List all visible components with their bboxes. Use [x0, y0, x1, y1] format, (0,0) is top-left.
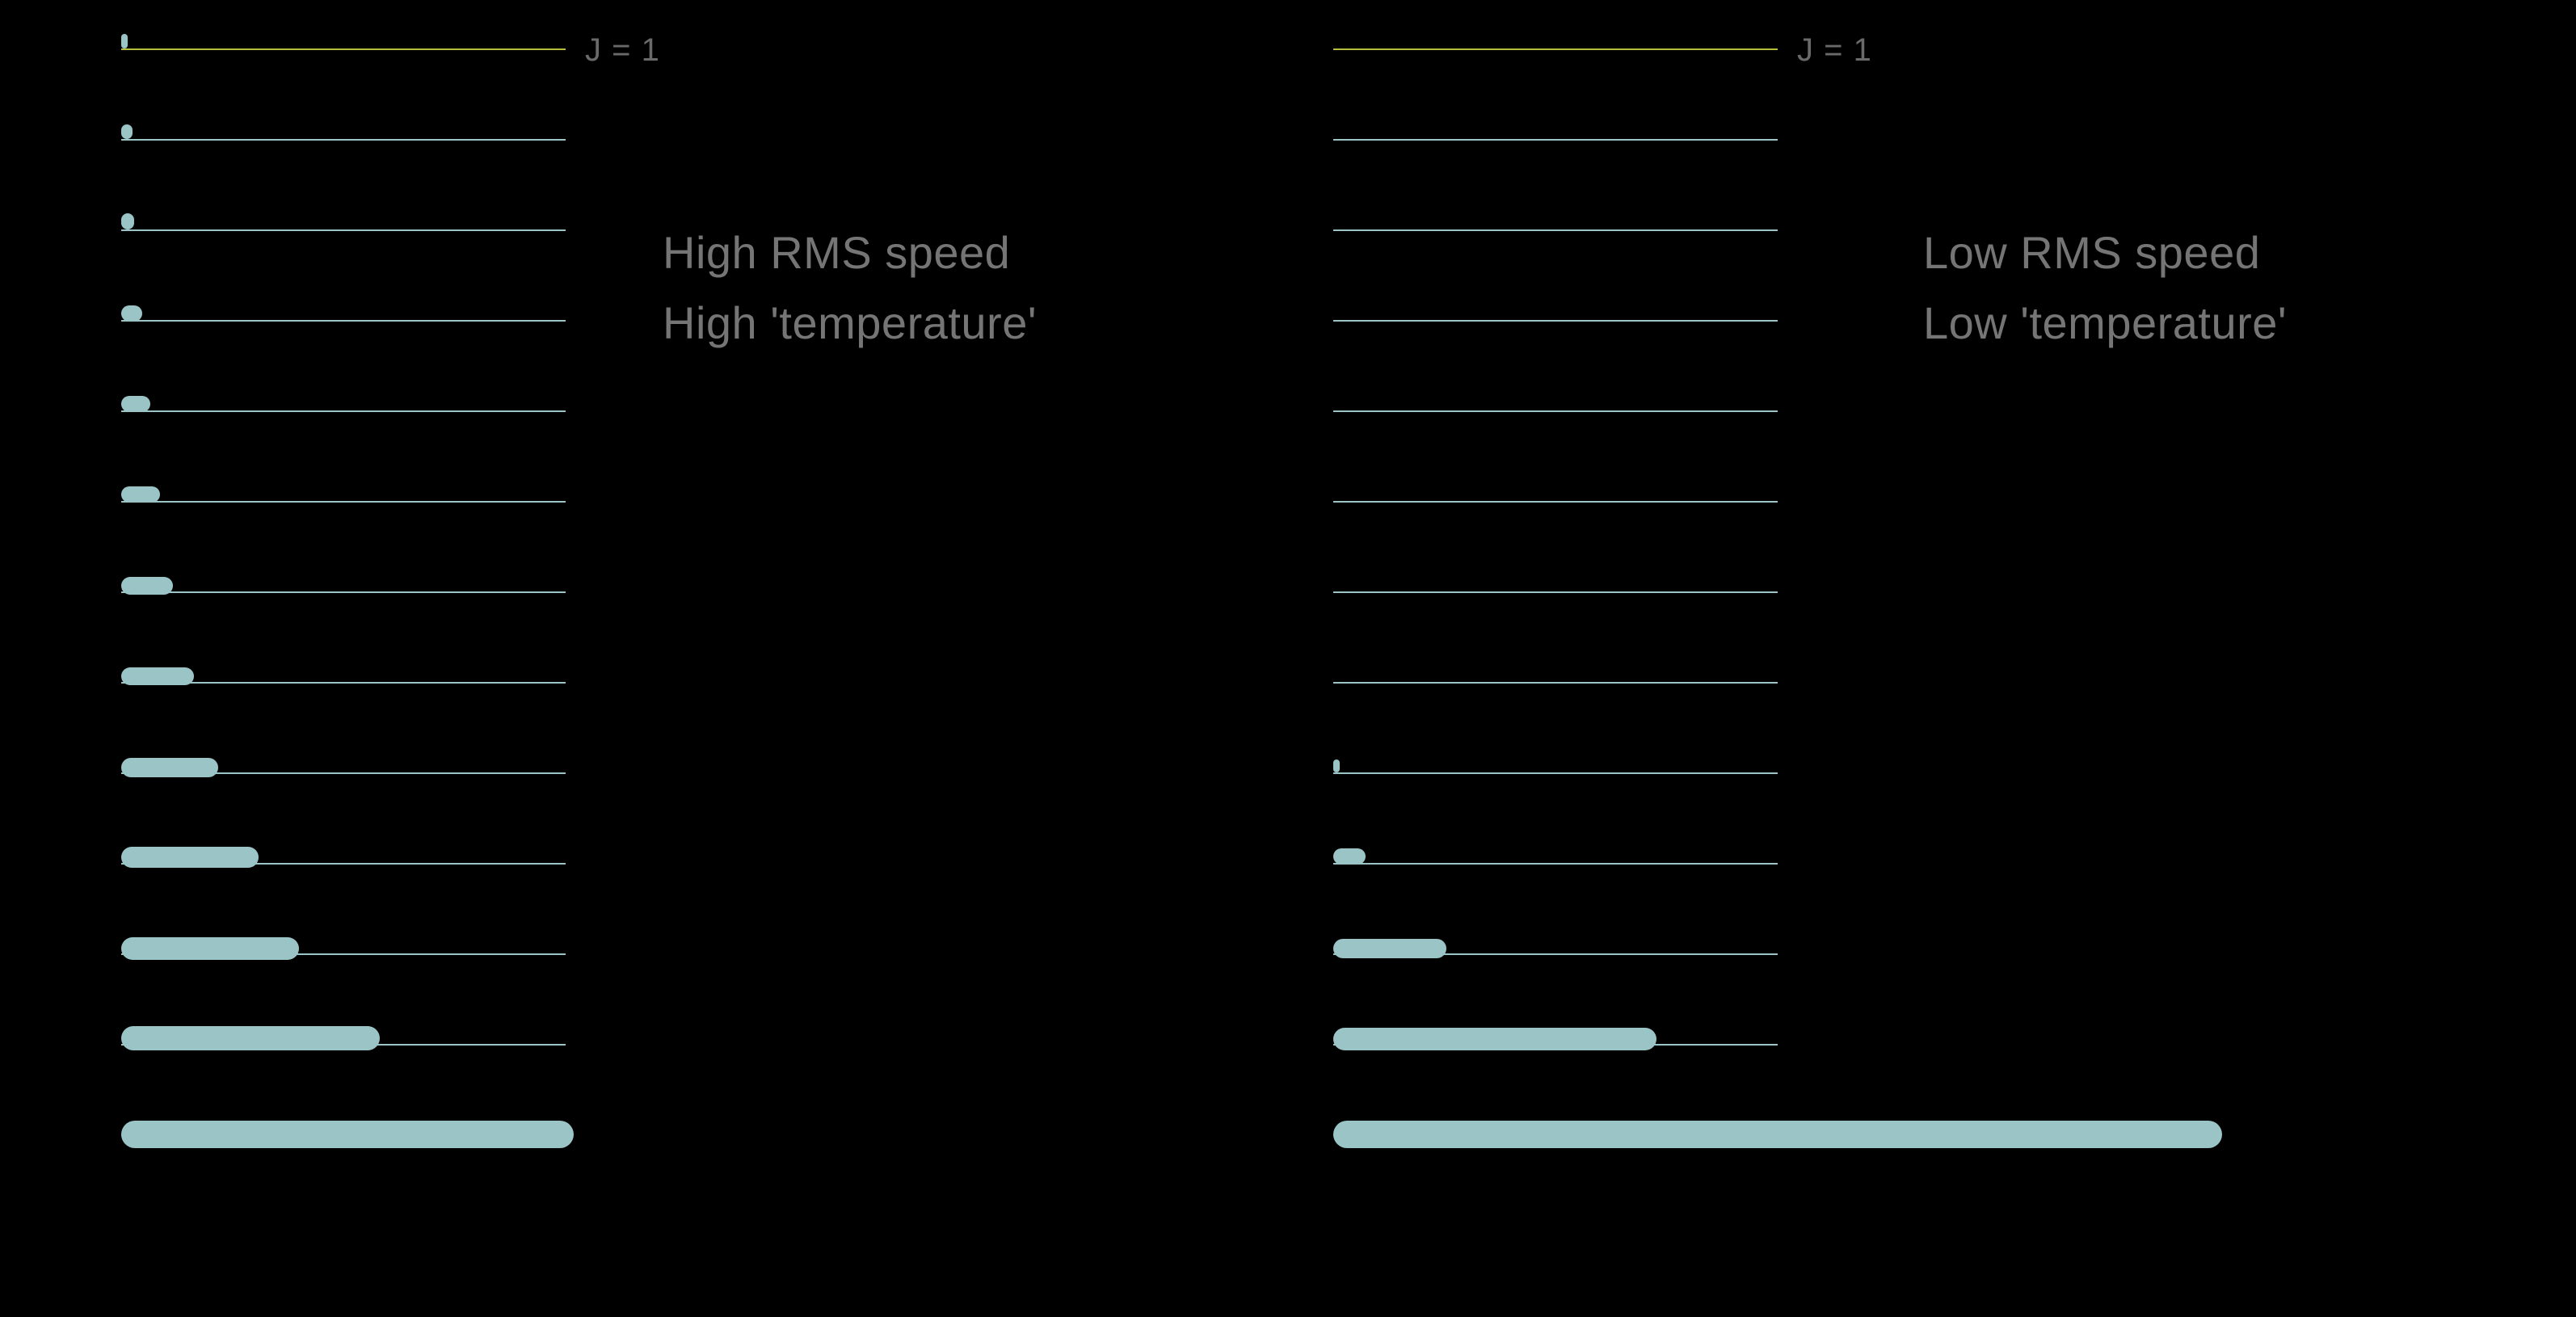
caption-high: High RMS speedHigh 'temperature': [663, 218, 1037, 359]
energy-level-line: [1333, 320, 1778, 322]
caption-line: Low 'temperature': [1923, 288, 2287, 359]
energy-level-line: [1333, 501, 1778, 503]
population-marker: [121, 937, 299, 960]
diagram-canvas: High RMS speedHigh 'temperature' J = 1 Lo…: [0, 0, 2576, 1317]
population-marker: [121, 213, 134, 229]
population-marker: [1333, 848, 1366, 865]
energy-level-line: [121, 501, 566, 503]
energy-level-line: [1333, 591, 1778, 593]
population-marker: [121, 486, 160, 503]
panel-low-t: Low RMS speedLow 'temperature' J = 1: [1212, 0, 2500, 1317]
population-marker: [121, 758, 218, 777]
energy-level-line: [121, 410, 566, 412]
population-marker: [121, 577, 173, 595]
population-marker: [121, 667, 194, 685]
population-marker: [121, 34, 128, 48]
population-marker: [1333, 1028, 1656, 1050]
energy-level-line: [121, 591, 566, 593]
j-equals-1-label: J = 1: [1797, 32, 1872, 69]
population-marker: [1333, 939, 1446, 958]
energy-level-line: [1333, 410, 1778, 412]
energy-level-line: [121, 229, 566, 231]
energy-level-line: [1333, 863, 1778, 865]
panel-high-t: High RMS speedHigh 'temperature' J = 1: [0, 0, 1288, 1317]
population-marker: [121, 124, 133, 139]
population-marker: [121, 1121, 574, 1148]
caption-line: High 'temperature': [663, 288, 1037, 359]
caption-line: Low RMS speed: [1923, 218, 2287, 288]
j-equals-1-label: J = 1: [585, 32, 660, 69]
energy-level-line-j1: [1333, 48, 1778, 50]
energy-level-line: [1333, 139, 1778, 141]
caption-low: Low RMS speedLow 'temperature': [1923, 218, 2287, 359]
population-marker: [121, 847, 259, 868]
population-marker: [1333, 759, 1340, 772]
caption-line: High RMS speed: [663, 218, 1037, 288]
energy-level-line: [1333, 229, 1778, 231]
energy-level-line: [121, 139, 566, 141]
population-marker: [121, 1026, 380, 1050]
population-marker: [1333, 1121, 2222, 1148]
energy-level-line: [1333, 682, 1778, 684]
population-marker: [121, 396, 150, 412]
energy-level-line-j1: [121, 48, 566, 50]
energy-level-line: [1333, 772, 1778, 774]
population-marker: [121, 305, 142, 322]
energy-level-line: [121, 320, 566, 322]
